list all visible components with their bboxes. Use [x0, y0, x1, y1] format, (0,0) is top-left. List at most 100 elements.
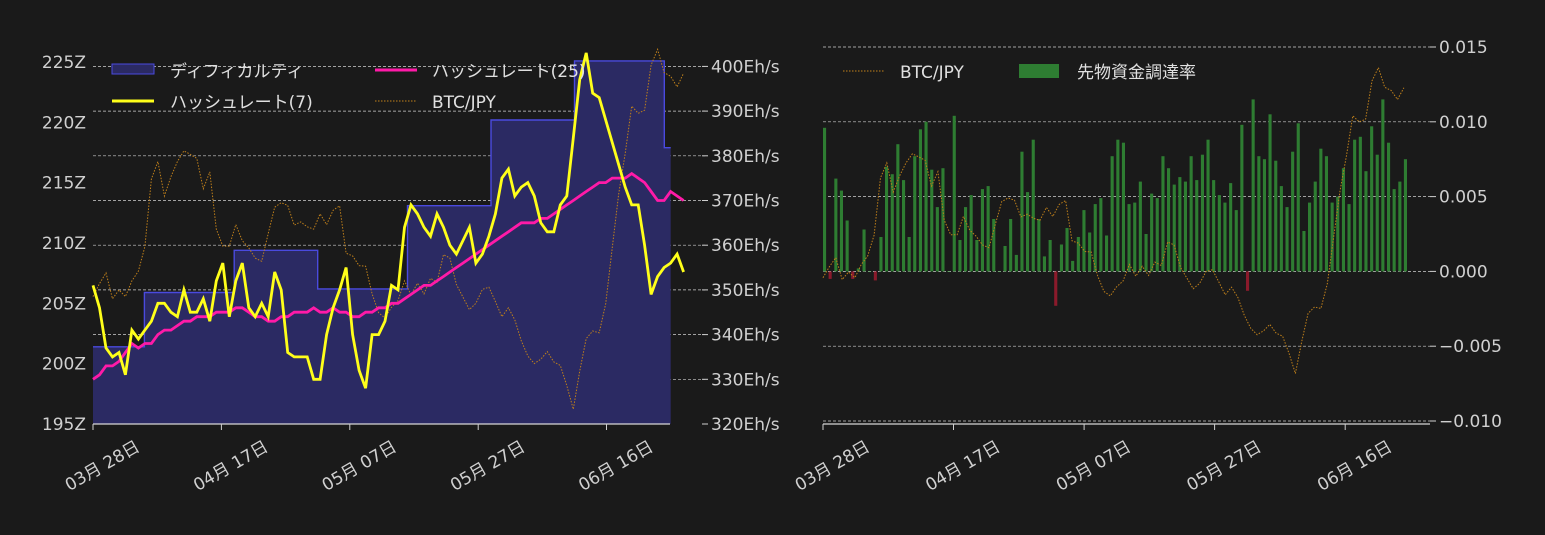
legend-label-hashrate25: ハッシュレート(25) — [432, 62, 586, 82]
right-chart-x-tick-label: 05月 07日 — [1053, 437, 1135, 496]
left-y-axis-ticks: 195Z 200Z 205Z 210Z 215Z 220Z 225Z — [42, 53, 86, 435]
funding-bar — [1031, 139, 1035, 272]
funding-bar — [1347, 204, 1351, 272]
funding-bar — [1009, 219, 1013, 272]
funding-rate-bars — [823, 99, 1407, 306]
funding-bar — [1144, 234, 1148, 272]
funding-bar — [907, 237, 911, 272]
funding-bar — [1240, 124, 1244, 272]
funding-bar — [913, 156, 917, 272]
funding-bar — [902, 180, 906, 272]
funding-bar — [958, 240, 962, 272]
funding-bar — [918, 129, 922, 272]
funding-bar — [862, 229, 866, 272]
funding-bar — [1212, 180, 1216, 272]
funding-bar — [1099, 198, 1103, 272]
funding-bar — [1150, 193, 1154, 272]
funding-bar — [1082, 210, 1086, 272]
funding-bar — [828, 271, 832, 279]
funding-bar — [1370, 126, 1374, 272]
funding-bar — [952, 115, 956, 272]
funding-bar — [1398, 181, 1402, 272]
right-chart-y-tick-label: −0.010 — [1439, 412, 1502, 432]
funding-bar — [856, 268, 860, 272]
funding-bar — [1274, 160, 1278, 272]
funding-bar — [1217, 195, 1221, 272]
legend-label-hashrate7: ハッシュレート(7) — [170, 93, 313, 113]
funding-bar — [845, 220, 849, 272]
hashrate7-line — [91, 52, 685, 389]
right-chart-x-tick-label: 03月 28日 — [792, 437, 874, 496]
right-y-tick-label: 380Eh/s — [711, 147, 780, 167]
legend-swatch-difficulty — [111, 63, 155, 75]
funding-bar — [1324, 156, 1328, 272]
left-y-tick-label: 210Z — [42, 234, 86, 254]
funding-bar — [1387, 142, 1391, 272]
funding-bar — [1341, 168, 1345, 272]
left-legend: ディフィカルティ ハッシュレート(25) ハッシュレート(7) BTC/JPY — [111, 61, 586, 113]
x-tick-label: 05月 27日 — [447, 437, 529, 496]
funding-bar — [1336, 196, 1340, 272]
funding-bar — [1285, 207, 1289, 272]
right-y-tick-label: 350Eh/s — [711, 281, 780, 301]
legend-label-funding: 先物資金調達率 — [1077, 63, 1196, 83]
funding-bar — [1172, 184, 1176, 272]
right-chart-y-tick-label: 0.010 — [1439, 113, 1488, 133]
left-y-tick-label: 215Z — [42, 174, 86, 194]
funding-bar — [1110, 156, 1114, 272]
funding-bar — [1155, 198, 1159, 272]
funding-bar — [1195, 180, 1199, 272]
right-y-tick-label: 320Eh/s — [711, 415, 780, 435]
funding-bar — [868, 271, 872, 272]
funding-bar — [1392, 189, 1396, 272]
x-tick-label: 05月 07日 — [319, 437, 401, 496]
funding-bar — [997, 271, 1001, 272]
funding-bar — [1234, 210, 1238, 272]
funding-bar — [839, 190, 843, 272]
funding-bar — [1291, 151, 1295, 272]
funding-bar — [1189, 156, 1193, 272]
funding-bar — [986, 186, 990, 272]
funding-bar — [1088, 232, 1092, 272]
left-y-tick-label: 205Z — [42, 294, 86, 314]
funding-bar — [941, 168, 945, 272]
right-chart-y-tick-label: 0.000 — [1439, 262, 1488, 282]
funding-bar — [1308, 202, 1312, 272]
funding-bar — [1246, 271, 1250, 291]
funding-bar — [1048, 240, 1052, 272]
funding-bar — [1375, 154, 1379, 272]
legend-swatch-funding — [1019, 64, 1059, 78]
funding-bar — [879, 237, 883, 272]
funding-bar — [947, 271, 951, 272]
funding-bar — [1313, 181, 1317, 272]
funding-bar — [930, 169, 934, 272]
right-chart-y-tick-label: −0.005 — [1439, 337, 1502, 357]
x-tick-label: 04月 17日 — [190, 437, 272, 496]
legend-label-difficulty: ディフィカルティ — [170, 61, 303, 82]
right-y-tick-label: 360Eh/s — [711, 236, 780, 256]
funding-bar — [1076, 237, 1080, 272]
funding-bar — [1358, 136, 1362, 272]
funding-bar — [890, 174, 894, 272]
funding-bar — [1403, 159, 1407, 272]
funding-bar — [1138, 181, 1142, 272]
funding-bar — [1268, 114, 1272, 272]
funding-bar — [1105, 235, 1109, 272]
right-y-tick-label: 330Eh/s — [711, 370, 780, 390]
funding-bar — [924, 121, 928, 272]
funding-bar — [1302, 231, 1306, 272]
right-y-tick-label: 370Eh/s — [711, 192, 780, 212]
funding-bar — [1133, 202, 1137, 272]
funding-bar — [1279, 186, 1283, 272]
funding-bar — [1251, 99, 1255, 272]
funding-bar — [1381, 99, 1385, 272]
funding-bar — [1054, 271, 1058, 306]
funding-bar — [1020, 151, 1024, 272]
funding-bar — [975, 240, 979, 272]
right-chart-x-tick-label: 06月 16日 — [1314, 437, 1396, 496]
funding-bar — [1319, 148, 1323, 272]
right-chart-y-tick-label: 0.015 — [1439, 38, 1488, 58]
left-y-tick-label: 195Z — [42, 415, 86, 435]
right-y-axis-ticks: 320Eh/s 330Eh/s 340Eh/s 350Eh/s 360Eh/s 370Eh… — [702, 57, 780, 435]
